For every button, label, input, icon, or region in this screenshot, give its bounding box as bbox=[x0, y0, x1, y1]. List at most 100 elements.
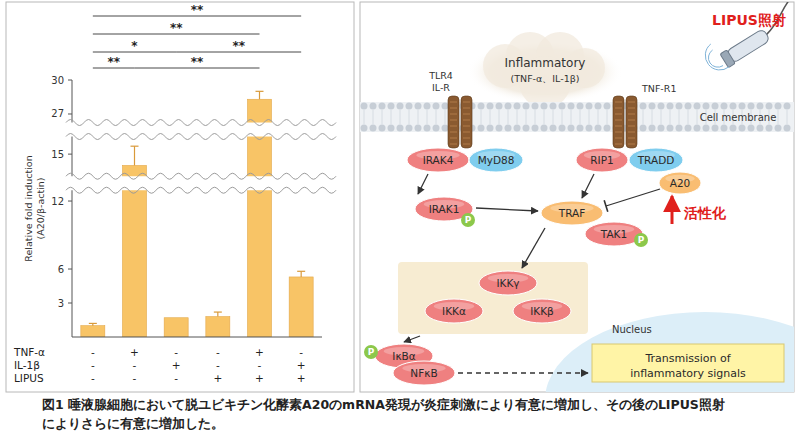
receptor-stripe bbox=[615, 108, 622, 109]
arrow bbox=[404, 336, 420, 342]
significance-label: ** bbox=[107, 55, 120, 69]
lipid-head bbox=[370, 103, 377, 110]
figure: 3612152730Relative fold induction(A20/β-… bbox=[0, 0, 800, 435]
lipid-tail bbox=[670, 110, 671, 124]
receptor-stripe bbox=[463, 114, 470, 115]
ikk-complex bbox=[398, 262, 588, 334]
receptor-stripe bbox=[628, 144, 635, 145]
node: TRAF bbox=[541, 201, 603, 225]
receptor-label: TLR4 bbox=[428, 70, 453, 81]
node-shape bbox=[576, 148, 628, 172]
node: RIP1 bbox=[576, 148, 628, 172]
nucleus-box-text: inflammatory signals bbox=[630, 367, 746, 380]
receptor-stripe bbox=[450, 144, 457, 145]
inhibition-line bbox=[606, 189, 660, 206]
lipid-head bbox=[604, 125, 611, 132]
y-tick-label: 27 bbox=[51, 108, 64, 119]
y-axis-label: (A20/β-actin) bbox=[35, 177, 46, 239]
lipid-head bbox=[577, 103, 584, 110]
lipid-head bbox=[577, 125, 584, 132]
lipid-tail bbox=[697, 110, 698, 124]
node: TAK1P bbox=[585, 222, 648, 247]
condition-sign: + bbox=[172, 359, 181, 371]
lipid-head bbox=[415, 103, 422, 110]
node-label: NFκB bbox=[410, 367, 437, 379]
bar bbox=[123, 165, 147, 337]
receptor-stripe bbox=[615, 126, 622, 127]
bar bbox=[206, 317, 230, 337]
receptor-stripe bbox=[628, 108, 635, 109]
receptor-stripe bbox=[615, 138, 622, 139]
receptor-stripe bbox=[463, 120, 470, 121]
y-tick bbox=[68, 80, 72, 81]
error-stem bbox=[217, 312, 218, 317]
arrow bbox=[476, 208, 538, 211]
condition-sign: - bbox=[216, 359, 220, 371]
lipid-head bbox=[757, 103, 764, 110]
receptor-stripe bbox=[628, 132, 635, 133]
error-cap bbox=[214, 311, 222, 312]
bar bbox=[81, 326, 105, 337]
lipid-head bbox=[595, 103, 602, 110]
lipid-head bbox=[739, 103, 746, 110]
condition-sign: + bbox=[130, 346, 139, 358]
receptor-stripe bbox=[628, 138, 635, 139]
lipid-head bbox=[433, 125, 440, 132]
lipid-head bbox=[667, 103, 674, 110]
lipid-head bbox=[379, 103, 386, 110]
receptor bbox=[448, 96, 459, 148]
lipid-head bbox=[568, 103, 575, 110]
receptor-stripe bbox=[615, 132, 622, 133]
lipid-head bbox=[703, 125, 710, 132]
node-shape bbox=[469, 148, 523, 172]
lipid-head bbox=[478, 103, 485, 110]
lipid-tail bbox=[499, 110, 500, 124]
y-axis-label: Relative fold induction bbox=[23, 155, 34, 261]
condition-sign: - bbox=[174, 372, 178, 384]
lipid-tail bbox=[391, 110, 392, 124]
lipid-head bbox=[676, 103, 683, 110]
lipid-tail bbox=[598, 110, 599, 124]
lipid-head bbox=[478, 125, 485, 132]
axis-break-line bbox=[66, 120, 336, 126]
error-stem bbox=[134, 146, 135, 165]
node-shape bbox=[393, 361, 455, 385]
node-shape bbox=[541, 201, 603, 225]
node-label: MyD88 bbox=[478, 154, 515, 166]
phospho-mark bbox=[461, 213, 475, 227]
lipid-tail bbox=[661, 110, 662, 124]
lipid-head bbox=[505, 125, 512, 132]
lipid-head bbox=[748, 125, 755, 132]
chart-panel bbox=[6, 2, 354, 392]
lipid-head bbox=[532, 125, 539, 132]
node-label: IκBα bbox=[392, 350, 415, 362]
receptor bbox=[613, 96, 624, 148]
significance-label: ** bbox=[232, 39, 245, 53]
node-shape bbox=[585, 222, 643, 246]
ultrasound-wave bbox=[708, 50, 723, 67]
lipid-head bbox=[658, 103, 665, 110]
lipid-head bbox=[721, 125, 728, 132]
lipid-tail bbox=[481, 110, 482, 124]
receptor-stripe bbox=[615, 114, 622, 115]
activation-arrow bbox=[671, 196, 674, 224]
lipid-tail bbox=[427, 110, 428, 124]
lipid-head bbox=[532, 103, 539, 110]
condition-sign: - bbox=[258, 359, 262, 371]
receptor-stripe bbox=[463, 132, 470, 133]
lipid-head bbox=[649, 103, 656, 110]
diagram: Inflammatory(TNF-α、IL-1β)Cell membraneTL… bbox=[360, 2, 794, 392]
receptor-stripe bbox=[450, 120, 457, 121]
lipid-head bbox=[505, 103, 512, 110]
lipid-head bbox=[496, 125, 503, 132]
lipid-tail bbox=[580, 110, 581, 124]
phospho-label: P bbox=[638, 235, 645, 245]
lipid-head bbox=[586, 125, 593, 132]
y-tick-label: 3 bbox=[58, 298, 64, 309]
node-label: TRAF bbox=[558, 207, 586, 219]
lipid-tail bbox=[643, 110, 644, 124]
node: MyD88 bbox=[469, 148, 523, 172]
lipid-head bbox=[721, 103, 728, 110]
node: IRAK4 bbox=[407, 148, 469, 172]
receptor-stripe bbox=[450, 114, 457, 115]
